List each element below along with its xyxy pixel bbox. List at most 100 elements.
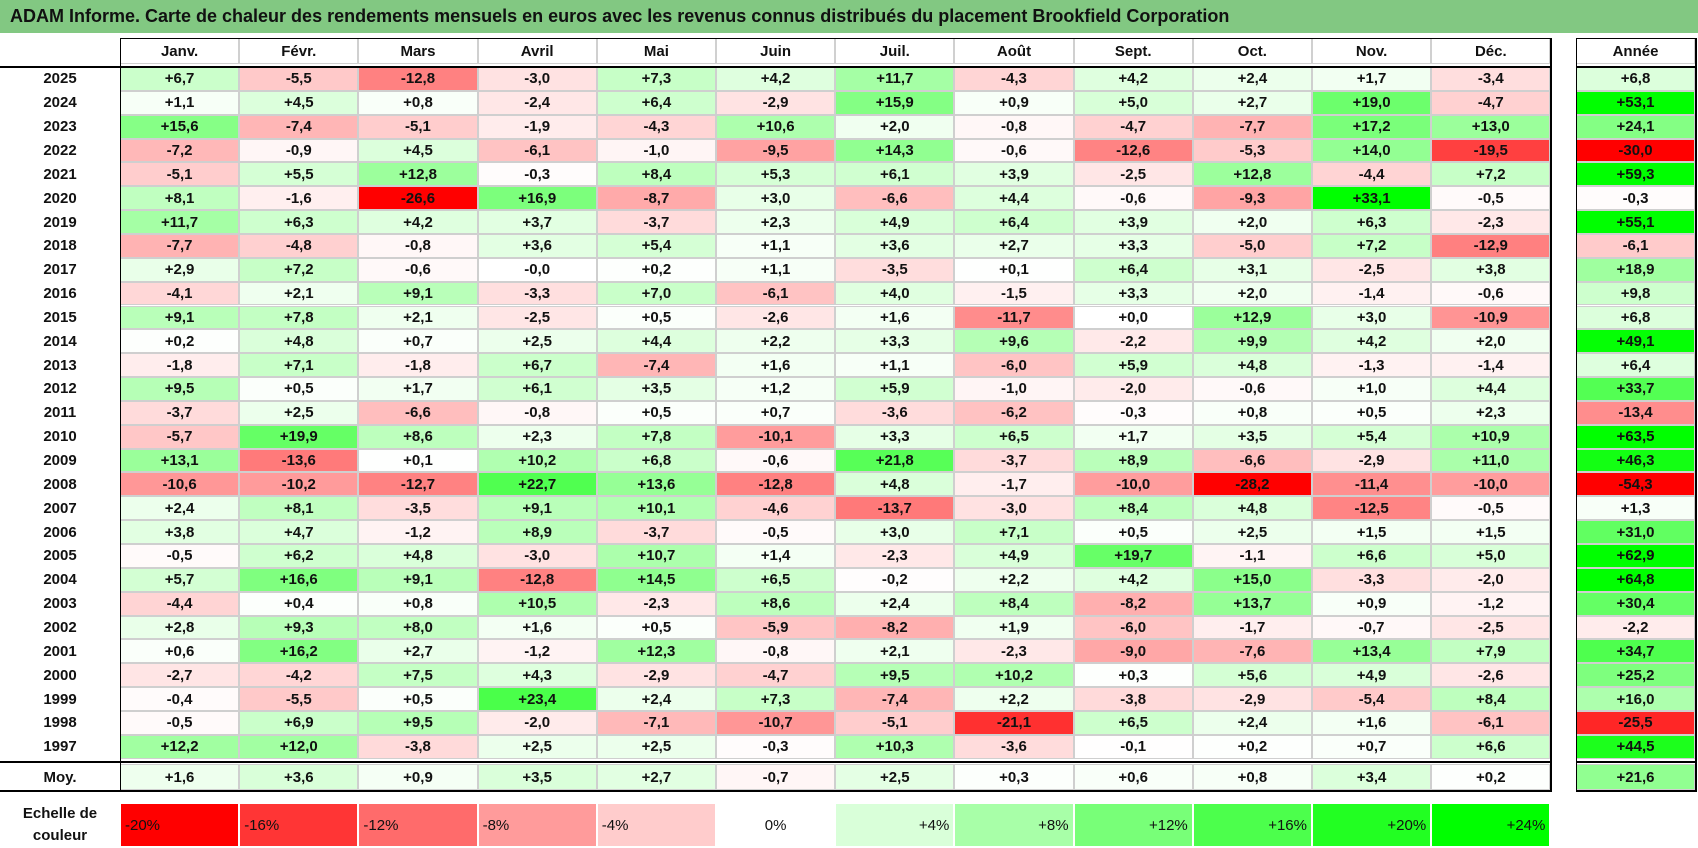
heatmap-cell: +4,2 xyxy=(1073,567,1193,592)
heatmap-cell: +2,7 xyxy=(954,233,1074,258)
heatmap-cell: +0,7 xyxy=(1312,734,1432,759)
annual-column-header: Année xyxy=(1576,38,1695,64)
heatmap-cell: -7,2 xyxy=(120,138,240,163)
heatmap-cell: -12,8 xyxy=(716,472,836,497)
heatmap-cell: +2,2 xyxy=(716,329,836,354)
heatmap-cell: +9,5 xyxy=(120,377,240,401)
column-header: Févr. xyxy=(239,38,359,64)
row-year-label: 1998 xyxy=(43,714,77,732)
heatmap-cell: -7,4 xyxy=(596,353,716,378)
heatmap-cell: +3,7 xyxy=(477,210,597,234)
heatmap-cell: +2,5 xyxy=(239,400,359,425)
heatmap-cell: +5,3 xyxy=(716,162,836,187)
row-year-label: 2002 xyxy=(43,618,77,636)
heatmap-cell: -1,7 xyxy=(954,472,1074,497)
heatmap-cell: -2,3 xyxy=(835,544,955,568)
row-year-label: 2013 xyxy=(43,356,77,374)
row-year-label: 2025 xyxy=(43,70,77,88)
heatmap-cell: +3,3 xyxy=(835,424,955,449)
column-header: Sept. xyxy=(1073,38,1193,64)
heatmap-cell: -2,5 xyxy=(1073,162,1193,187)
heatmap-cell: -1,6 xyxy=(239,186,359,211)
heatmap-cell: +10,1 xyxy=(596,496,716,521)
heatmap-cell: +8,4 xyxy=(1073,496,1193,521)
column-header: Janv. xyxy=(120,38,240,64)
heatmap-cell: -12,8 xyxy=(477,567,597,592)
heatmap-cell: +19,9 xyxy=(239,424,359,449)
heatmap-cell: +19,0 xyxy=(1312,90,1432,115)
heatmap-cell: +2,4 xyxy=(835,591,955,616)
heatmap-cell: +13,1 xyxy=(120,448,240,473)
heatmap-cell: -4,6 xyxy=(716,496,836,521)
heatmap-cell: +2,5 xyxy=(596,734,716,759)
row-year-label: 2000 xyxy=(43,666,77,684)
heatmap-cell: +2,5 xyxy=(477,329,597,354)
heatmap-cell: -0,6 xyxy=(358,257,478,282)
heatmap-cell: -6,1 xyxy=(477,138,597,163)
row-year-label: 2009 xyxy=(43,452,77,470)
heatmap-cell: +4,9 xyxy=(1312,663,1432,688)
row-year-label: 2018 xyxy=(43,237,77,255)
heatmap-cell: +2,3 xyxy=(716,210,836,234)
heatmap-cell: -11,4 xyxy=(1312,472,1432,497)
heatmap-cell: +0,1 xyxy=(358,448,478,473)
heatmap-cell: +0,1 xyxy=(954,257,1074,282)
heatmap-cell: -0,5 xyxy=(120,544,240,568)
grid-left-border xyxy=(120,38,121,790)
heatmap-cell: -2,3 xyxy=(1431,210,1551,234)
heatmap-cell: -2,0 xyxy=(477,710,597,735)
heatmap-cell: +8,6 xyxy=(358,424,478,449)
heatmap-cell: +9,3 xyxy=(239,615,359,640)
heatmap-cell: -12,5 xyxy=(1312,496,1432,521)
heatmap-cell: +6,9 xyxy=(239,710,359,735)
heatmap-cell: +7,8 xyxy=(596,424,716,449)
heatmap-cell: -0,5 xyxy=(1431,186,1551,211)
heatmap-cell: +0,2 xyxy=(596,257,716,282)
average-cell: +0,9 xyxy=(358,764,478,790)
heatmap-cell: +4,2 xyxy=(1312,329,1432,354)
row-year-label: 2015 xyxy=(43,308,77,326)
annual-cell: +31,0 xyxy=(1576,520,1695,544)
column-header: Mars xyxy=(358,38,478,64)
heatmap-cell: -12,6 xyxy=(1073,138,1193,163)
row-year-label: 2014 xyxy=(43,332,77,350)
heatmap-cell: +3,3 xyxy=(835,329,955,354)
average-cell: +2,7 xyxy=(596,764,716,790)
heatmap-cell: +1,1 xyxy=(716,233,836,258)
heatmap-cell: -6,0 xyxy=(954,353,1074,378)
heatmap-cell: +14,3 xyxy=(835,138,955,163)
heatmap-cell: +6,3 xyxy=(1312,210,1432,234)
column-header: Oct. xyxy=(1192,38,1312,64)
heatmap-cell: +3,8 xyxy=(120,520,240,544)
heatmap-cell: +1,5 xyxy=(1431,520,1551,544)
heatmap-cell: +10,6 xyxy=(716,114,836,139)
heatmap-cell: +4,2 xyxy=(716,67,836,91)
heatmap-cell: -7,4 xyxy=(835,687,955,711)
annual-average-separator xyxy=(1576,761,1697,763)
heatmap-cell: -6,6 xyxy=(1192,448,1312,473)
average-cell: +3,4 xyxy=(1312,764,1432,790)
heatmap-cell: +6,5 xyxy=(716,567,836,592)
heatmap-cell: +4,4 xyxy=(596,329,716,354)
annual-top-border xyxy=(1576,38,1695,39)
heatmap-cell: +10,2 xyxy=(477,448,597,473)
row-year-label: 2010 xyxy=(43,428,77,446)
heatmap-cell: -4,2 xyxy=(239,663,359,688)
annual-cell: +62,9 xyxy=(1576,544,1695,568)
heatmap-cell: -0,0 xyxy=(477,257,597,282)
heatmap-cell: -3,7 xyxy=(120,400,240,425)
heatmap-cell: -7,1 xyxy=(596,710,716,735)
annual-cell: +63,5 xyxy=(1576,424,1695,449)
heatmap-cell: +4,9 xyxy=(954,544,1074,568)
heatmap-cell: -3,7 xyxy=(596,210,716,234)
heatmap-cell: -3,6 xyxy=(954,734,1074,759)
annual-cell: -13,4 xyxy=(1576,400,1695,425)
heatmap-cell: +8,6 xyxy=(716,591,836,616)
heatmap-cell: +13,0 xyxy=(1431,114,1551,139)
heatmap-cell: +2,5 xyxy=(1192,520,1312,544)
heatmap-cell: +14,0 xyxy=(1312,138,1432,163)
heatmap-cell: +21,8 xyxy=(835,448,955,473)
heatmap-cell: -2,5 xyxy=(1431,615,1551,640)
heatmap-cell: -3,6 xyxy=(835,400,955,425)
heatmap-cell: -21,1 xyxy=(954,710,1074,735)
